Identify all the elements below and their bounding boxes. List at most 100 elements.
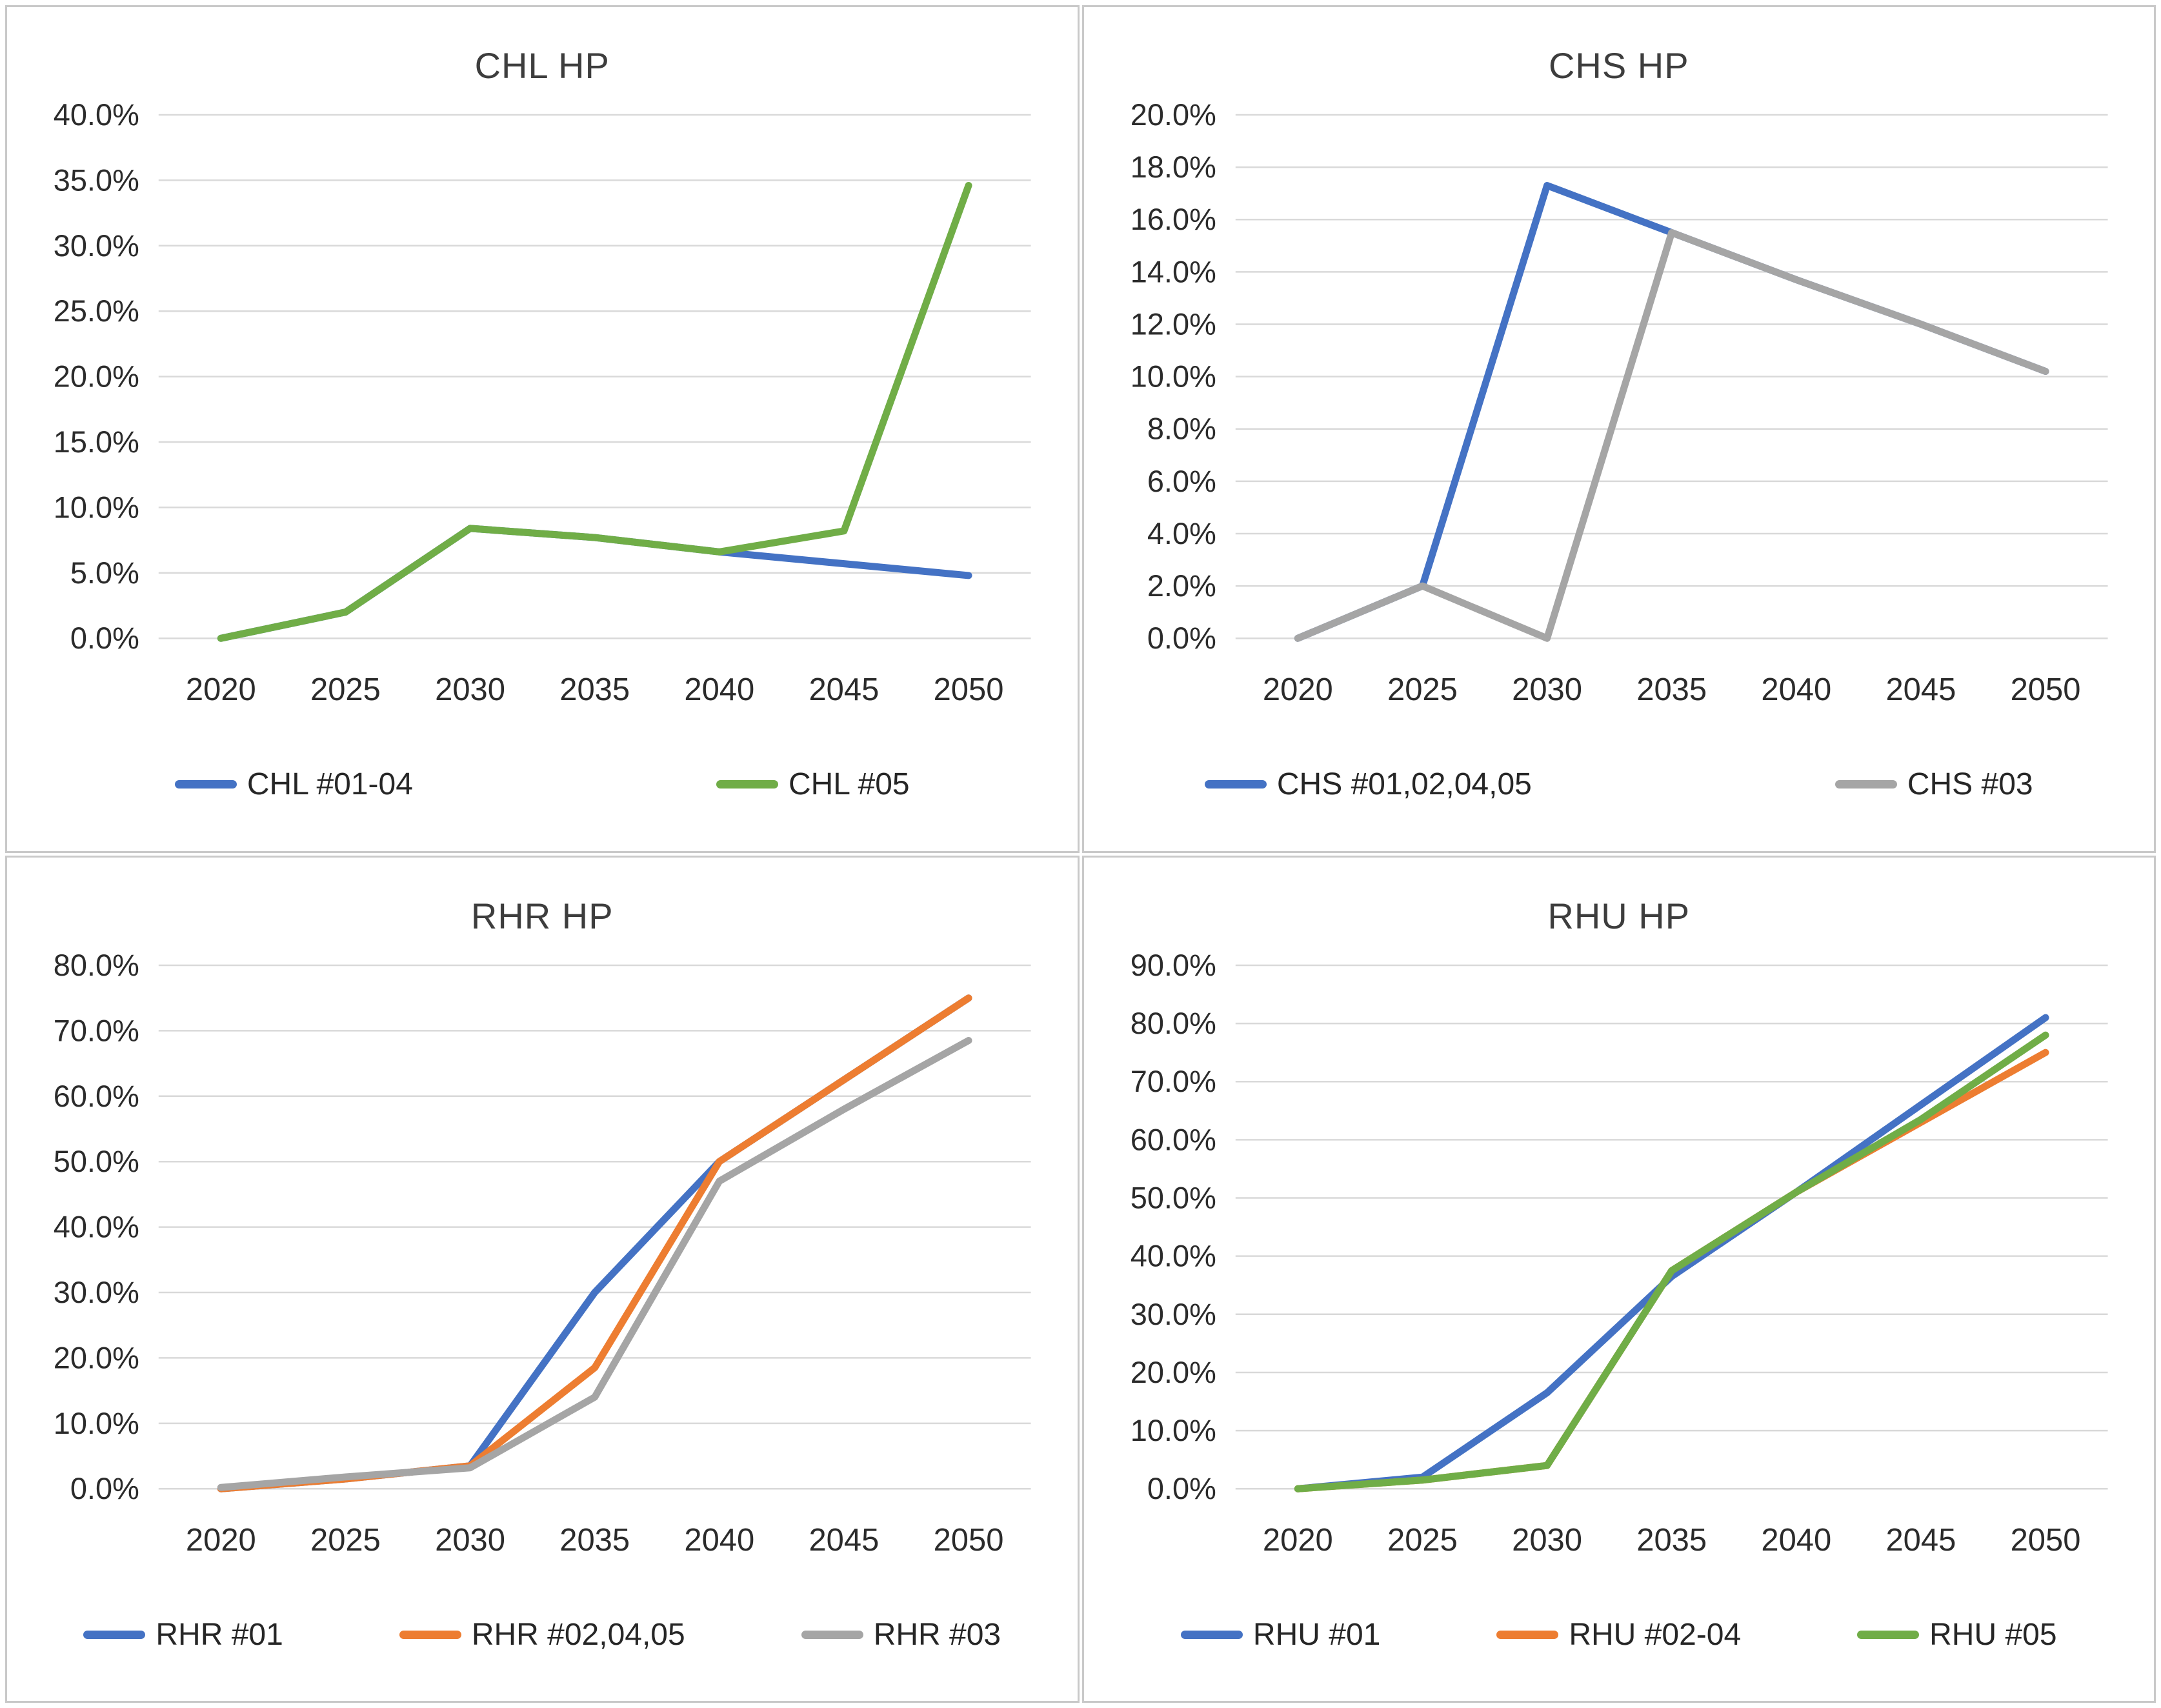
chart-panel-chs-hp: CHS HP 0.0% 2.0% 4.0% 6.0% 8.0% 10.0% 12.0% 14.… — [1081, 5, 2156, 853]
y-tick-label: 20.0% — [1130, 97, 1216, 132]
gridlines — [158, 114, 1031, 639]
x-tick-label: 2050 — [2010, 1523, 2080, 1558]
x-tick-label: 2030 — [435, 672, 505, 707]
x-tick-label: 2030 — [1512, 1523, 1582, 1558]
y-tick-label: 70.0% — [54, 1013, 139, 1047]
x-tick-label: 2045 — [1885, 1523, 1956, 1558]
y-tick-label: 30.0% — [1130, 1296, 1216, 1331]
series-lines — [217, 994, 972, 1492]
gridlines — [1235, 964, 2108, 1489]
series-line — [1294, 229, 2049, 642]
x-tick-label: 2020 — [186, 1523, 256, 1558]
legend-label: CHL #01-04 — [246, 767, 413, 802]
y-tick-label: 0.0% — [1147, 621, 1216, 655]
chart-title: CHS HP — [1548, 45, 1689, 86]
x-tick-label: 2030 — [1512, 672, 1582, 707]
legend-label: RHU #05 — [1929, 1617, 2057, 1652]
chart-title: RHR HP — [470, 895, 614, 936]
y-tick-label: 40.0% — [1130, 1238, 1216, 1272]
legend-item: RHR #01 — [83, 1617, 283, 1653]
x-tick-label: 2025 — [1387, 672, 1458, 707]
y-tick-label: 50.0% — [54, 1144, 139, 1178]
chart-panel-rhr-hp: RHR HP 0.0% 10.0% 20.0% 30.0% 40.0% 50.0% 60.0… — [5, 855, 1080, 1703]
series-line — [1294, 181, 2049, 642]
legend-line-swatch-icon — [174, 780, 237, 789]
y-tick-label: 25.0% — [54, 294, 139, 328]
series-line — [217, 525, 972, 642]
y-tick-label: 60.0% — [54, 1078, 139, 1112]
y-tick-label: 8.0% — [1147, 412, 1216, 446]
x-tick-label: 2035 — [559, 672, 630, 707]
y-tick-label: 30.0% — [54, 1274, 139, 1309]
chart-panel-rhu-hp: RHU HP 0.0% 10.0% 20.0% 30.0% 40.0% 50.0% 60.0… — [1081, 855, 2156, 1703]
x-tick-label: 2035 — [1636, 1523, 1707, 1558]
series-line — [1294, 1014, 2049, 1492]
x-tick-label: 2045 — [1885, 672, 1956, 707]
y-tick-label: 0.0% — [70, 1471, 139, 1505]
y-tick-label: 50.0% — [1130, 1180, 1216, 1214]
chart-panel-chl-hp: CHL HP 0.0% 5.0% 10.0% 15.0% 20.0% 25.0% 30.0%… — [5, 5, 1080, 853]
y-tick-label: 4.0% — [1147, 516, 1216, 550]
legend-label: RHU #02-04 — [1569, 1617, 1742, 1652]
x-tick-label: 2025 — [1387, 1523, 1458, 1558]
y-tick-label: 40.0% — [54, 1209, 139, 1243]
legend-item: CHL #05 — [716, 767, 910, 802]
legend-item: RHU #01 — [1180, 1617, 1381, 1653]
y-tick-label: 40.0% — [54, 97, 139, 132]
y-tick-label: 20.0% — [1130, 1354, 1216, 1389]
x-tick-label: 2025 — [310, 672, 381, 707]
y-tick-label: 35.0% — [54, 163, 139, 197]
legend-line-swatch-icon — [1857, 1630, 1920, 1639]
x-tick-label: 2035 — [559, 1523, 630, 1558]
y-tick-label: 6.0% — [1147, 464, 1216, 498]
x-axis-tick-labels: 2020 2025 2030 2035 2040 2045 2050 — [1262, 1523, 2080, 1558]
x-tick-label: 2020 — [1262, 1523, 1332, 1558]
y-tick-label: 70.0% — [1130, 1064, 1216, 1098]
y-axis-tick-labels: 0.0% 2.0% 4.0% 6.0% 8.0% 10.0% 12.0% 14.0% 16.0%… — [1130, 97, 1216, 655]
y-tick-label: 20.0% — [54, 1340, 139, 1374]
chart-legend: CHL #01-04 CHL #05 — [7, 735, 1078, 850]
legend-label: RHR #03 — [873, 1617, 1001, 1652]
legend-item: CHS #03 — [1834, 767, 2033, 802]
x-tick-label: 2035 — [1636, 672, 1707, 707]
x-tick-label: 2050 — [2010, 672, 2080, 707]
x-tick-label: 2045 — [809, 672, 879, 707]
y-tick-label: 10.0% — [1130, 1413, 1216, 1447]
legend-item: RHU #02-04 — [1496, 1617, 1741, 1653]
legend-item: CHL #01-04 — [174, 767, 413, 802]
legend-item: RHR #02,04,05 — [399, 1617, 685, 1653]
y-tick-label: 10.0% — [54, 490, 139, 524]
y-tick-label: 10.0% — [54, 1405, 139, 1440]
line-chart: 0.0% 10.0% 20.0% 30.0% 40.0% 50.0% 60.0% 70.0% 8… — [54, 947, 1031, 1558]
x-tick-label: 2030 — [435, 1523, 505, 1558]
y-tick-label: 18.0% — [1130, 150, 1216, 184]
y-axis-tick-labels: 0.0% 5.0% 10.0% 15.0% 20.0% 25.0% 30.0% 35.0% 40… — [54, 97, 139, 655]
series-line — [1294, 1031, 2049, 1492]
x-tick-label: 2040 — [684, 672, 754, 707]
x-tick-label: 2050 — [934, 1523, 1004, 1558]
chart-legend: CHS #01,02,04,05 CHS #03 — [1084, 735, 2155, 850]
x-tick-label: 2040 — [684, 1523, 754, 1558]
legend-item: RHU #05 — [1857, 1617, 2057, 1653]
y-tick-label: 10.0% — [1130, 359, 1216, 394]
legend-line-swatch-icon — [1180, 1630, 1243, 1639]
legend-line-swatch-icon — [83, 1630, 146, 1639]
legend-label: CHL #05 — [788, 767, 910, 802]
y-axis-tick-labels: 0.0% 10.0% 20.0% 30.0% 40.0% 50.0% 60.0% 70.0% 8… — [1130, 947, 1216, 1505]
legend-line-swatch-icon — [716, 780, 778, 789]
legend-label: RHU #01 — [1252, 1617, 1381, 1652]
y-tick-label: 12.0% — [1130, 306, 1216, 341]
x-tick-label: 2040 — [1761, 1523, 1831, 1558]
gridlines — [1235, 114, 2108, 639]
y-tick-label: 0.0% — [1147, 1471, 1216, 1505]
y-axis-tick-labels: 0.0% 10.0% 20.0% 30.0% 40.0% 50.0% 60.0% 70.0% 8… — [54, 947, 139, 1505]
series-lines — [1294, 1014, 2049, 1492]
legend-label: RHR #02,04,05 — [471, 1617, 685, 1652]
x-tick-label: 2025 — [310, 1523, 381, 1558]
x-tick-label: 2020 — [1262, 672, 1332, 707]
legend-label: CHS #01,02,04,05 — [1276, 767, 1532, 802]
y-tick-label: 90.0% — [1130, 947, 1216, 981]
chart-title: RHU HP — [1547, 895, 1691, 936]
legend-line-swatch-icon — [399, 1630, 461, 1639]
